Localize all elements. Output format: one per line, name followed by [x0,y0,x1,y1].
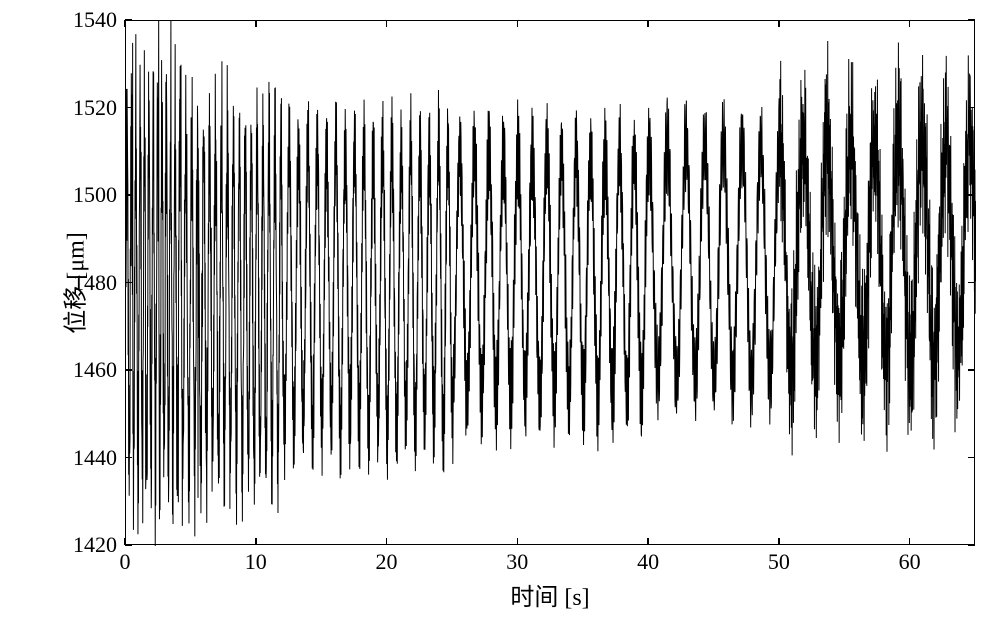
x-tick-mark [647,20,649,27]
y-tick-label: 1480 [73,270,117,296]
x-tick-mark [517,538,519,545]
x-tick-mark [255,538,257,545]
x-tick-mark [909,538,911,545]
y-tick-mark [968,544,975,546]
y-tick-mark [125,282,132,284]
x-tick-mark [255,20,257,27]
y-tick-label: 1420 [73,532,117,558]
y-tick-mark [125,194,132,196]
x-tick-mark [124,20,126,27]
y-tick-mark [968,282,975,284]
x-tick-label: 0 [120,549,131,575]
y-tick-label: 1440 [73,445,117,471]
chart-container: 位移 [μm] 时间 [s] 0102030405060142014401460… [0,0,1000,622]
y-tick-label: 1500 [73,182,117,208]
x-tick-label: 20 [376,549,398,575]
y-tick-mark [968,107,975,109]
y-tick-mark [125,544,132,546]
x-tick-mark [909,20,911,27]
y-tick-mark [125,457,132,459]
y-tick-mark [968,457,975,459]
y-tick-mark [125,19,132,21]
y-tick-label: 1460 [73,357,117,383]
y-tick-mark [125,107,132,109]
x-tick-mark [386,20,388,27]
y-tick-mark [968,19,975,21]
y-tick-mark [968,369,975,371]
y-tick-mark [968,194,975,196]
x-tick-mark [386,538,388,545]
x-tick-label: 10 [245,549,267,575]
x-tick-mark [647,538,649,545]
x-tick-label: 30 [506,549,528,575]
plot-area [125,20,975,545]
y-tick-mark [125,369,132,371]
y-tick-label: 1540 [73,7,117,33]
x-tick-mark [778,538,780,545]
x-tick-mark [778,20,780,27]
x-tick-label: 60 [899,549,921,575]
y-tick-label: 1520 [73,95,117,121]
signal-line [126,21,976,546]
x-tick-mark [517,20,519,27]
x-tick-label: 50 [768,549,790,575]
signal-path [126,21,976,546]
x-tick-label: 40 [637,549,659,575]
x-axis-label: 时间 [s] [510,577,589,612]
